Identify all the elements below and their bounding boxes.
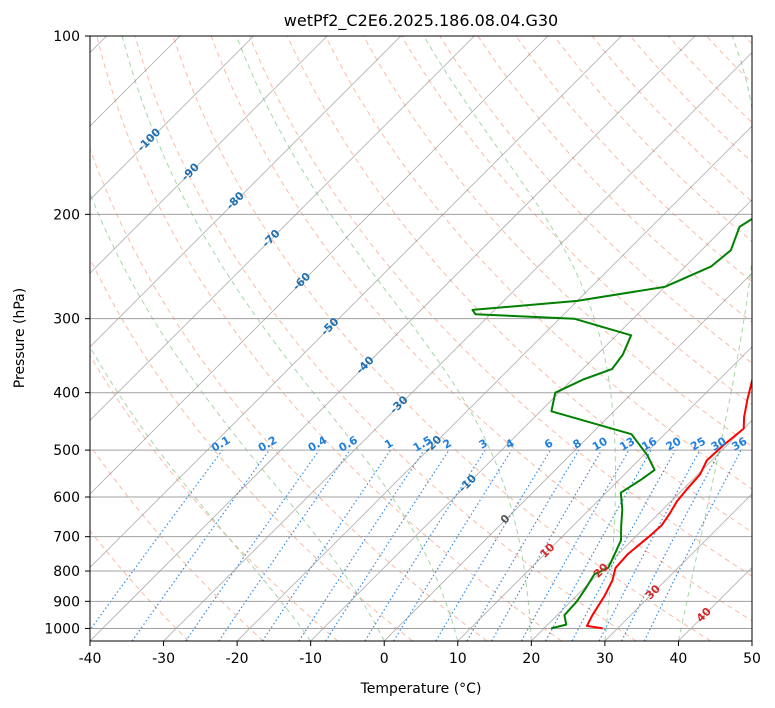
moist-adiabat <box>90 192 385 641</box>
dry-adiabat <box>134 36 637 641</box>
mixing-ratio-line <box>185 449 320 641</box>
dry-adiabat <box>629 36 752 163</box>
isotherm-line <box>310 199 752 641</box>
isotherm-line <box>90 36 402 348</box>
isotherm-line <box>531 419 752 641</box>
mixing-ratio-line <box>520 449 630 641</box>
y-axis-label: Pressure (hPa) <box>12 288 28 388</box>
y-tick-label: 600 <box>53 490 80 506</box>
y-tick-label: 100 <box>53 29 80 45</box>
dry-adiabat <box>591 36 752 203</box>
mixing-ratio-line <box>90 449 223 631</box>
x-tick-label: -20 <box>226 651 249 667</box>
x-tick-label: 20 <box>522 651 540 667</box>
moist-adiabat <box>90 346 312 641</box>
isotherm-line <box>90 36 254 201</box>
y-tick-label: 1000 <box>44 621 80 637</box>
dry-adiabat <box>210 36 752 622</box>
x-tick-label: 0 <box>380 651 389 667</box>
moist-adiabat <box>121 36 459 641</box>
mixing-ratio-line <box>393 449 513 641</box>
mixing-ratio-line <box>131 449 270 641</box>
x-tick-label: 40 <box>670 651 688 667</box>
mixing-ratio-line <box>218 449 351 641</box>
plot-frame <box>89 35 753 642</box>
mixing-ratio-line <box>262 449 391 641</box>
isotherm-line <box>90 36 475 421</box>
isotherm-line <box>236 125 752 641</box>
moist-adiabat <box>235 36 532 641</box>
dry-adiabat <box>553 36 752 243</box>
y-tick-label: 200 <box>53 207 80 223</box>
dry-adiabat <box>325 36 752 490</box>
isotherm-line <box>457 346 752 641</box>
x-tick-label: -10 <box>299 651 322 667</box>
temperature-profile-line <box>585 378 752 630</box>
isotherm-line <box>604 493 752 641</box>
mixing-ratio-line <box>545 449 652 641</box>
x-tick-label: -40 <box>79 651 102 667</box>
chart-title: wetPf2_C2E6.2025.186.08.04.G30 <box>284 11 558 31</box>
dry-adiabat <box>90 529 190 641</box>
dry-adiabat <box>401 36 752 406</box>
isotherm-line <box>90 36 696 641</box>
x-tick-label: 50 <box>743 651 761 667</box>
isotherm-line <box>90 36 622 569</box>
y-tick-label: 700 <box>53 530 80 546</box>
dry-adiabat <box>286 36 752 533</box>
x-tick-label: -30 <box>152 651 175 667</box>
dry-adiabat <box>477 36 752 323</box>
isotherm-line <box>90 36 328 274</box>
isotherm-line <box>383 272 752 641</box>
isotherm-line <box>90 36 549 495</box>
y-tick-label: 800 <box>53 564 80 580</box>
dry-adiabat <box>96 36 562 641</box>
dry-adiabat <box>248 36 752 577</box>
y-tick-label: 900 <box>53 594 80 610</box>
mixing-ratio-line <box>298 449 425 641</box>
dry-adiabat <box>515 36 752 283</box>
isotherm-line <box>163 51 752 641</box>
x-tick-label: 10 <box>449 651 467 667</box>
moist-adiabat <box>423 36 617 641</box>
x-axis-label: Temperature (°C) <box>360 681 482 697</box>
y-tick-label: 400 <box>53 386 80 402</box>
y-tick-label: 500 <box>53 443 80 459</box>
dry-adiabat <box>439 36 752 364</box>
mixing-ratio-line <box>325 449 450 641</box>
mixing-ratio-line <box>643 449 742 641</box>
x-tick-label: 30 <box>596 651 614 667</box>
dewpoint-profile-line <box>471 217 752 630</box>
mixing-ratio-line <box>571 449 676 641</box>
y-tick-label: 300 <box>53 312 80 328</box>
